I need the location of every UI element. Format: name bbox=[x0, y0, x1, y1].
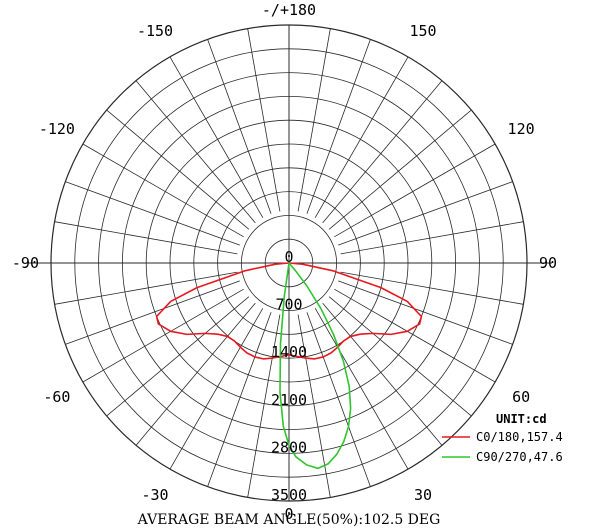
grid-spoke bbox=[247, 314, 281, 498]
angle-tick-label: 120 bbox=[508, 120, 535, 138]
angle-tick-label: 150 bbox=[409, 22, 436, 40]
grid-spoke bbox=[54, 271, 238, 305]
grid-spoke bbox=[306, 312, 371, 487]
angle-tick-label: 90 bbox=[539, 254, 557, 272]
grid-spoke bbox=[247, 28, 281, 212]
angle-tick-label: 0 bbox=[284, 505, 293, 523]
radial-tick-label: 2800 bbox=[271, 438, 307, 456]
angle-tick-label: -30 bbox=[141, 486, 168, 504]
grid-spoke bbox=[306, 39, 371, 214]
grid-spoke bbox=[65, 280, 240, 345]
grid-spoke bbox=[340, 221, 524, 255]
grid-spoke bbox=[334, 143, 496, 238]
grid-spoke bbox=[207, 312, 272, 487]
angle-tick-label: -120 bbox=[39, 120, 75, 138]
radial-tick-label: 3500 bbox=[271, 486, 307, 504]
grid-spoke bbox=[334, 288, 496, 383]
radial-tick-label: 0 bbox=[284, 248, 293, 266]
grid-spoke bbox=[328, 109, 472, 230]
grid-spoke bbox=[106, 109, 250, 230]
grid-spoke bbox=[297, 314, 331, 498]
grid-spoke bbox=[135, 302, 256, 446]
grid-spoke bbox=[340, 271, 524, 305]
axis-labels: -/+180 150 120 90 60 30 0 -30 -60 -90 -120 -150 0 700… bbox=[12, 1, 557, 523]
legend: UNIT:cd C0/180,157.4 C90/270,47.6 bbox=[442, 412, 563, 464]
beam-angle-caption: AVERAGE BEAM ANGLE(50%):102.5 DEG bbox=[137, 512, 441, 528]
grid-spoke bbox=[65, 181, 240, 246]
distribution-curves bbox=[155, 262, 423, 470]
radial-tick-label: 1400 bbox=[271, 343, 307, 361]
unit-label: UNIT:cd bbox=[496, 412, 547, 426]
grid-spoke bbox=[314, 56, 409, 218]
grid-spoke bbox=[297, 28, 331, 212]
curve-c90-270 bbox=[279, 262, 352, 470]
grid-spoke bbox=[54, 221, 238, 255]
angle-tick-label: 60 bbox=[512, 388, 530, 406]
grid-spoke bbox=[82, 288, 244, 383]
grid-spoke bbox=[338, 280, 513, 345]
legend-entry-label: C0/180,157.4 bbox=[476, 430, 563, 444]
grid-spoke bbox=[82, 143, 244, 238]
grid-spoke bbox=[322, 302, 443, 446]
grid-spoke bbox=[322, 80, 443, 224]
grid-spoke bbox=[169, 56, 264, 218]
grid-spoke bbox=[169, 308, 264, 470]
grid-spoke bbox=[328, 296, 472, 417]
radial-tick-label: 2100 bbox=[271, 391, 307, 409]
grid-spoke bbox=[314, 308, 409, 470]
grid-spoke bbox=[135, 80, 256, 224]
angle-tick-label: -60 bbox=[43, 388, 70, 406]
legend-entry-label: C90/270,47.6 bbox=[476, 450, 563, 464]
angle-tick-label: 30 bbox=[414, 486, 432, 504]
angle-tick-label: -/+180 bbox=[262, 1, 316, 19]
grid-spoke bbox=[106, 296, 250, 417]
grid-spoke bbox=[207, 39, 272, 214]
polar-grid bbox=[26, 24, 552, 502]
angle-tick-label: -150 bbox=[137, 22, 173, 40]
radial-tick-label: 700 bbox=[275, 296, 302, 314]
angle-tick-label: -90 bbox=[12, 254, 39, 272]
curve-c0-180 bbox=[155, 262, 423, 360]
grid-spoke bbox=[338, 181, 513, 246]
